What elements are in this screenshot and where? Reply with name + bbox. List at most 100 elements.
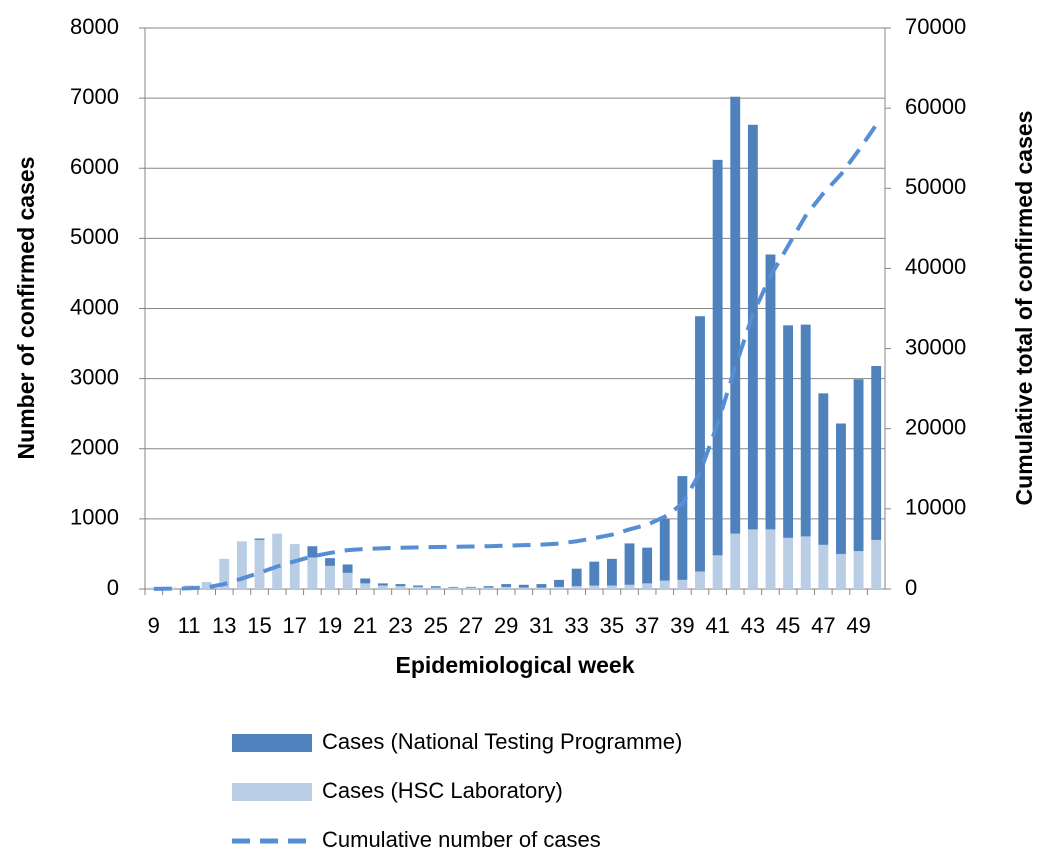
bar: [642, 583, 653, 589]
bar: [201, 581, 212, 589]
x-tick-label: 45: [776, 613, 800, 638]
y2-tick-label: 70000: [905, 14, 966, 39]
bar: [483, 587, 494, 589]
y2-tick-label: 50000: [905, 174, 966, 199]
bar: [501, 586, 512, 589]
bar: [395, 586, 406, 589]
bar: [589, 561, 600, 586]
x-tick-label: 33: [564, 613, 588, 638]
y-tick-label: 1000: [70, 505, 119, 530]
bar: [624, 543, 635, 585]
bar: [466, 587, 476, 589]
bar: [712, 159, 723, 556]
x-tick-label: 43: [741, 613, 765, 638]
y2-tick-label: 60000: [905, 94, 966, 119]
bar: [554, 579, 564, 587]
bar: [695, 316, 705, 572]
bar: [589, 585, 600, 589]
x-tick-label: 13: [212, 613, 236, 638]
bar: [448, 587, 459, 589]
bar: [695, 571, 705, 589]
bar: [413, 586, 424, 589]
x-tick-label: 29: [494, 613, 518, 638]
bar: [219, 558, 230, 589]
x-tick-label: 17: [283, 613, 307, 638]
x-tick-label: 37: [635, 613, 659, 638]
bar: [800, 536, 811, 589]
bar: [448, 586, 459, 588]
bar: [606, 585, 617, 589]
bar: [571, 586, 582, 589]
x-tick-label: 21: [353, 613, 377, 638]
x-axis-title: Epidemiological week: [395, 652, 634, 678]
bar: [765, 529, 776, 589]
bar: [342, 572, 353, 589]
legend-label: Cumulative number of cases: [322, 827, 601, 852]
bar: [677, 579, 688, 589]
bar: [659, 518, 670, 581]
bar: [236, 541, 247, 589]
bar: [747, 529, 758, 589]
x-tick-label: 25: [423, 613, 447, 638]
bar: [712, 555, 723, 589]
y2-tick-label: 10000: [905, 495, 966, 520]
y2-tick-label: 40000: [905, 254, 966, 279]
y-tick-label: 6000: [70, 154, 119, 179]
x-tick-label: 35: [600, 613, 624, 638]
bar: [818, 393, 829, 545]
legend-swatch: [232, 734, 312, 752]
x-tick-label: 41: [705, 613, 729, 638]
bar: [659, 580, 670, 589]
bar: [518, 584, 529, 588]
x-tick-label: 9: [148, 613, 160, 638]
bar: [377, 585, 388, 589]
y2-tick-label: 20000: [905, 415, 966, 440]
bar: [571, 568, 582, 587]
bar: [289, 544, 300, 589]
bar: [254, 538, 265, 540]
x-tick-label: 31: [529, 613, 553, 638]
bar: [360, 583, 371, 589]
bar: [254, 539, 265, 589]
y2-axis-title: Cumulative total of confirmed cases: [1011, 111, 1037, 506]
bar: [377, 583, 388, 586]
bar: [430, 587, 441, 589]
y-tick-label: 2000: [70, 435, 119, 460]
bar: [642, 547, 653, 584]
x-tick-label: 49: [846, 613, 870, 638]
bar: [307, 557, 318, 589]
bar: [800, 324, 811, 537]
x-tick-label: 39: [670, 613, 694, 638]
y2-tick-label: 0: [905, 575, 917, 600]
line: [153, 123, 878, 591]
bar: [501, 584, 512, 587]
bar: [747, 124, 758, 530]
bar: [783, 325, 794, 538]
bar: [360, 578, 371, 584]
x-tick-label: 11: [178, 613, 201, 638]
bar: [536, 584, 547, 588]
bar: [342, 564, 353, 573]
bar: [325, 558, 335, 566]
bar: [836, 423, 846, 554]
y2-tick-label: 30000: [905, 334, 966, 359]
x-tick-label: 23: [388, 613, 412, 638]
legend-label: Cases (HSC Laboratory): [322, 778, 563, 803]
x-tick-label: 47: [811, 613, 835, 638]
bar: [871, 539, 882, 589]
legend-swatch: [232, 783, 312, 801]
bar: [853, 379, 864, 552]
bar: [730, 96, 741, 534]
y-tick-label: 3000: [70, 364, 119, 389]
bar: [836, 553, 846, 589]
bar: [677, 476, 688, 580]
bar: [765, 254, 776, 530]
bar: [871, 366, 882, 540]
bar: [554, 586, 564, 589]
legend-label: Cases (National Testing Programme): [322, 729, 682, 754]
y-tick-label: 5000: [70, 224, 119, 249]
bar: [818, 544, 829, 589]
bar: [483, 586, 494, 588]
y-tick-label: 4000: [70, 294, 119, 319]
y-tick-label: 8000: [70, 14, 119, 39]
